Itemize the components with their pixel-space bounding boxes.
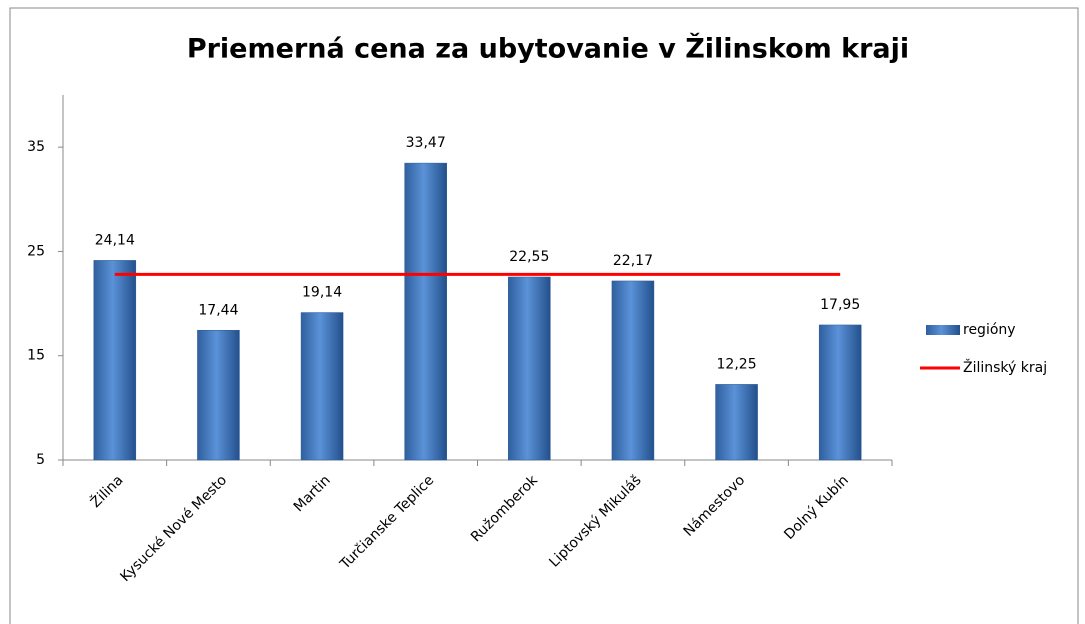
bar [93, 260, 137, 461]
data-label: 17,95 [820, 297, 860, 313]
data-label: 22,17 [613, 253, 653, 269]
chart-title: Priemerná cena za ubytovanie v Žilinskom… [187, 33, 909, 65]
data-label: 12,25 [717, 356, 757, 372]
y-tick-label: 5 [36, 452, 45, 468]
y-tick-label: 15 [27, 348, 45, 364]
legend-label: regióny [963, 322, 1016, 338]
data-label: 33,47 [406, 135, 446, 151]
bar [611, 280, 655, 461]
data-label: 17,44 [198, 302, 238, 318]
bar [508, 276, 551, 461]
bar [404, 162, 447, 461]
legend-label: Žilinský kraj [963, 358, 1047, 376]
bar [197, 330, 240, 461]
bar [818, 324, 862, 461]
bar [300, 312, 344, 461]
data-label: 22,55 [509, 249, 549, 265]
y-tick-label: 25 [27, 243, 45, 259]
bar [715, 384, 758, 461]
legend-swatch [926, 325, 960, 335]
data-label: 24,14 [95, 232, 135, 248]
y-tick-label: 35 [27, 139, 45, 155]
data-label: 19,14 [302, 285, 342, 301]
